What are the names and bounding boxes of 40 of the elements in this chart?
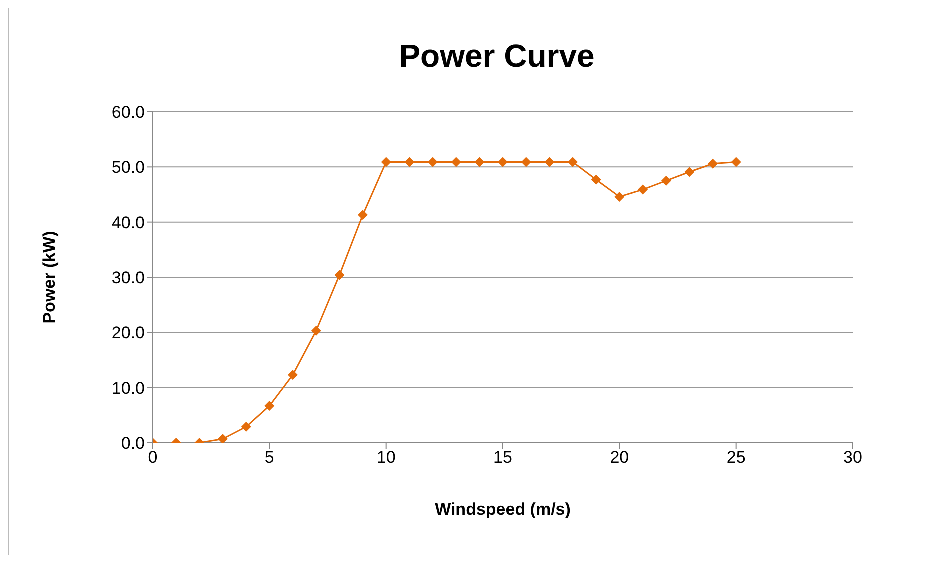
y-tick-label: 50.0 xyxy=(112,158,145,178)
y-axis-title: Power (kW) xyxy=(40,231,60,324)
point xyxy=(568,157,578,168)
chart-title: Power Curve xyxy=(398,38,596,75)
x-tick-label: 30 xyxy=(844,448,862,468)
x-tick-label: 20 xyxy=(610,448,630,468)
point xyxy=(521,157,532,168)
x-tick-label: 0 xyxy=(148,448,158,468)
point xyxy=(451,157,462,168)
point xyxy=(428,157,438,168)
x-tick-label: 5 xyxy=(264,448,274,468)
point xyxy=(614,192,625,202)
point xyxy=(381,157,392,168)
y-tick-label: 0.0 xyxy=(121,434,145,454)
point xyxy=(334,270,345,280)
point xyxy=(358,210,368,220)
point xyxy=(241,422,252,432)
y-tick-label: 20.0 xyxy=(112,324,145,343)
point xyxy=(731,157,742,168)
point xyxy=(708,158,718,169)
x-tick-label: 15 xyxy=(494,448,512,468)
x-axis-title: Windspeed (m/s) xyxy=(435,500,571,519)
y-tick-label: 40.0 xyxy=(112,213,145,232)
point xyxy=(498,157,508,168)
point xyxy=(404,157,415,168)
point xyxy=(661,176,672,186)
point xyxy=(544,157,555,168)
point xyxy=(638,184,648,195)
point xyxy=(591,174,602,185)
point xyxy=(218,434,228,443)
point xyxy=(264,401,275,412)
x-tick-label: 10 xyxy=(376,448,396,468)
point xyxy=(311,326,322,336)
point xyxy=(684,167,695,178)
y-tick-label: 10.0 xyxy=(112,378,145,398)
x-tick-label: 25 xyxy=(726,448,746,468)
point xyxy=(474,157,485,168)
y-tick-label: 60.0 xyxy=(112,103,145,122)
y-tick-label: 30.0 xyxy=(112,268,145,288)
point xyxy=(288,370,298,380)
